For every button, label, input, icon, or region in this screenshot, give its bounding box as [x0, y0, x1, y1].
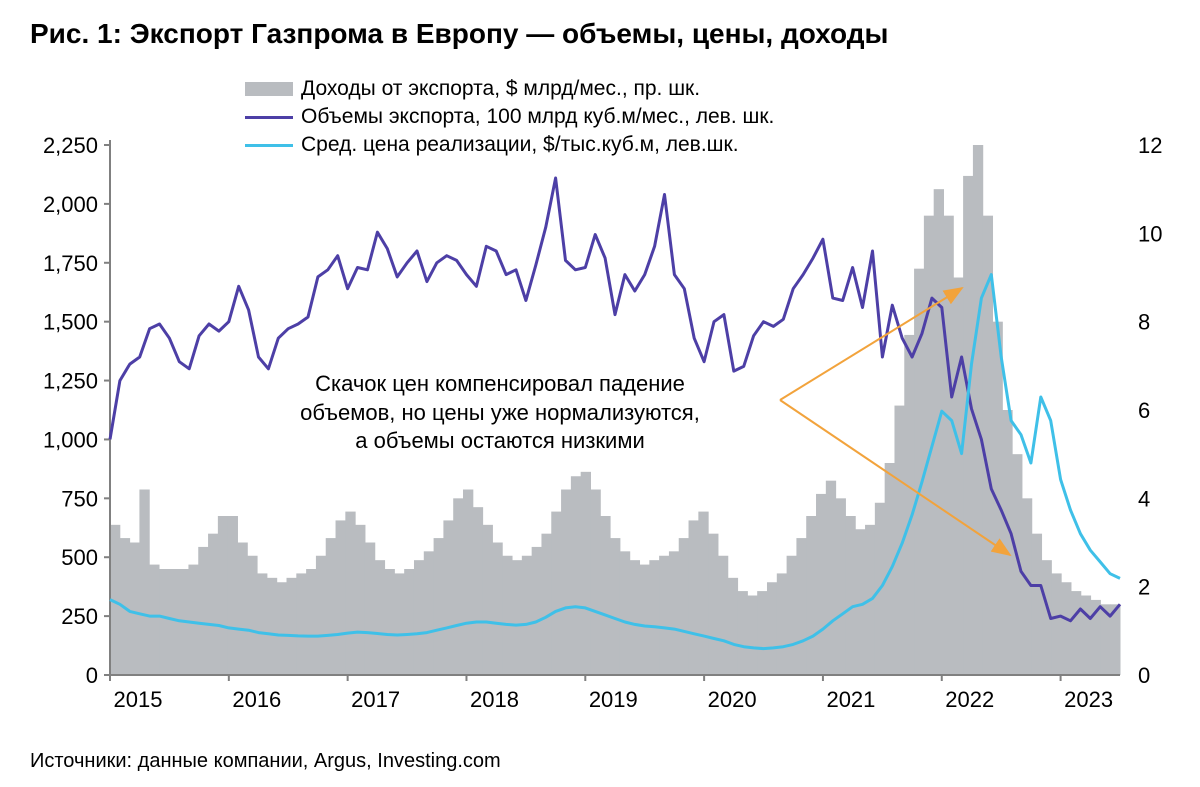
svg-text:2019: 2019	[589, 687, 638, 712]
svg-text:12: 12	[1138, 133, 1162, 158]
svg-text:2,000: 2,000	[43, 192, 98, 217]
svg-text:2015: 2015	[114, 687, 163, 712]
svg-text:2016: 2016	[232, 687, 281, 712]
svg-text:1,750: 1,750	[43, 251, 98, 276]
svg-text:4: 4	[1138, 486, 1150, 511]
svg-text:2: 2	[1138, 575, 1150, 600]
svg-text:1,250: 1,250	[43, 369, 98, 394]
svg-text:2020: 2020	[708, 687, 757, 712]
right-ticks-group: 0 2 4 6 8 10 12	[1138, 133, 1162, 688]
svg-text:750: 750	[61, 486, 98, 511]
svg-text:0: 0	[86, 663, 98, 688]
bars-group	[110, 145, 1121, 675]
svg-text:250: 250	[61, 604, 98, 629]
svg-text:2022: 2022	[945, 687, 994, 712]
svg-text:0: 0	[1138, 663, 1150, 688]
left-ticks-group: 0 250 500 750 1,000 1,250 1,500 1,750 2,000 2,250	[43, 133, 110, 688]
svg-text:500: 500	[61, 545, 98, 570]
svg-text:10: 10	[1138, 221, 1162, 246]
svg-text:2017: 2017	[351, 687, 400, 712]
x-ticks-group: 2015 2016 2017 2018 2019 2020 2021 2022 2023	[110, 675, 1113, 712]
svg-text:6: 6	[1138, 398, 1150, 423]
chart-svg: 0 250 500 750 1,000 1,250 1,500 1,750 2,000 2,250…	[0, 0, 1200, 787]
svg-text:2018: 2018	[470, 687, 519, 712]
svg-text:1,000: 1,000	[43, 427, 98, 452]
source-text: Источники: данные компании, Argus, Inves…	[30, 750, 501, 773]
svg-text:2021: 2021	[826, 687, 875, 712]
svg-text:2,250: 2,250	[43, 133, 98, 158]
svg-text:8: 8	[1138, 310, 1150, 335]
svg-text:1,500: 1,500	[43, 310, 98, 335]
svg-text:2023: 2023	[1064, 687, 1113, 712]
